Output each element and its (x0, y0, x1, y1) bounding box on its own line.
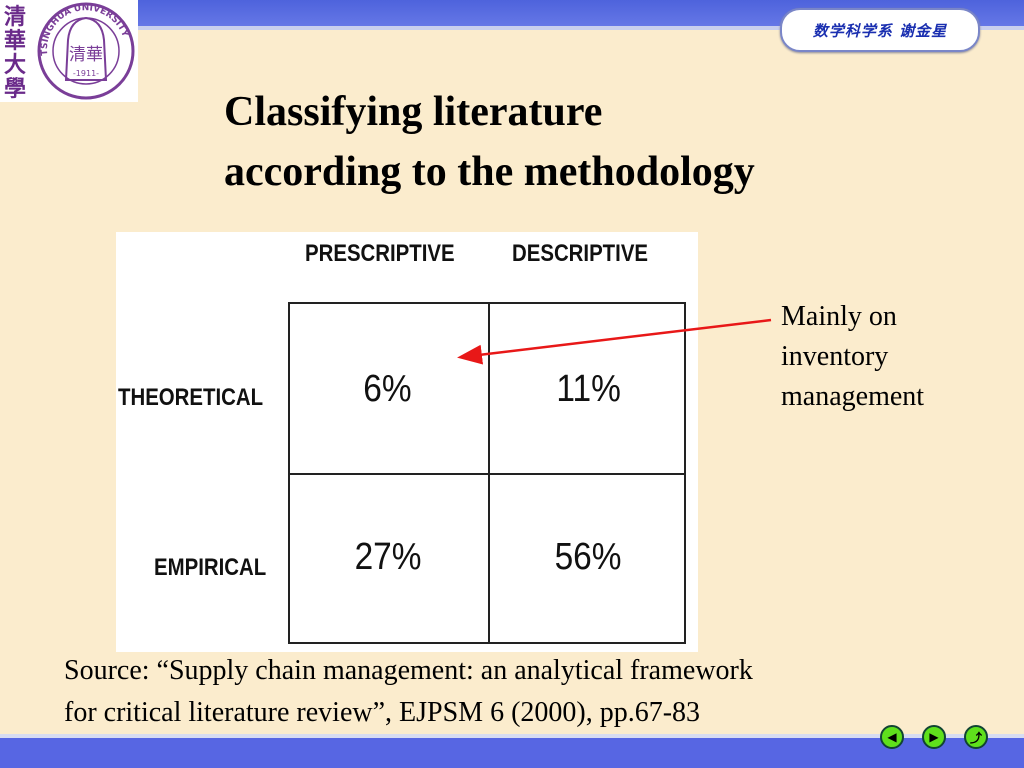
previous-slide-button[interactable]: ◀ (880, 725, 904, 749)
source-line-2: for critical literature review”, EJPSM 6… (64, 697, 701, 728)
grid-divider-horizontal (290, 473, 684, 475)
bottom-bar (0, 738, 1024, 768)
source-citation: Source: “Supply chain management: an ana… (64, 650, 753, 734)
row-header-theoretical: THEORETICAL (118, 384, 264, 411)
cell-empirical-prescriptive: 27% (354, 536, 422, 578)
next-icon: ▶ (929, 729, 939, 744)
university-logo: 清華大學 清華 -1911- TSINGHUA UNIVERSITY (0, 0, 138, 102)
note-line: inventory (781, 341, 889, 372)
svg-text:清華大學: 清華大學 (4, 4, 26, 102)
column-header-descriptive: DESCRIPTIVE (512, 240, 649, 267)
note-line: Mainly on (781, 301, 897, 332)
bottom-bar-divider (0, 734, 1024, 738)
author-badge-text: 数学科学系 谢金星 (812, 21, 948, 40)
cell-theoretical-descriptive: 11% (556, 368, 621, 410)
table-grid: 6% 11% 27% 56% (288, 302, 686, 644)
slide-title: Classifying literature according to the … (224, 82, 755, 202)
classification-table: PRESCRIPTIVE DESCRIPTIVE THEORETICAL EMP… (116, 232, 698, 652)
top-bar-divider (0, 26, 1024, 30)
author-badge: 数学科学系 谢金星 (780, 8, 980, 52)
return-icon: ⤴ (969, 730, 982, 745)
svg-text:-1911-: -1911- (73, 69, 99, 78)
source-line-1: Source: “Supply chain management: an ana… (64, 655, 753, 686)
cell-theoretical-prescriptive: 6% (363, 368, 412, 410)
svg-text:清華: 清華 (69, 45, 103, 65)
cell-empirical-descriptive: 56% (554, 536, 622, 578)
title-line-1: Classifying literature (224, 89, 603, 135)
row-header-empirical: EMPIRICAL (154, 554, 267, 581)
next-slide-button[interactable]: ▶ (922, 725, 946, 749)
title-line-2: according to the methodology (224, 149, 755, 195)
column-header-prescriptive: PRESCRIPTIVE (305, 240, 455, 267)
annotation-note: Mainly on inventory management (781, 297, 924, 417)
return-button[interactable]: ⤴ (964, 725, 988, 749)
previous-icon: ◀ (887, 729, 897, 744)
note-line: management (781, 381, 925, 412)
